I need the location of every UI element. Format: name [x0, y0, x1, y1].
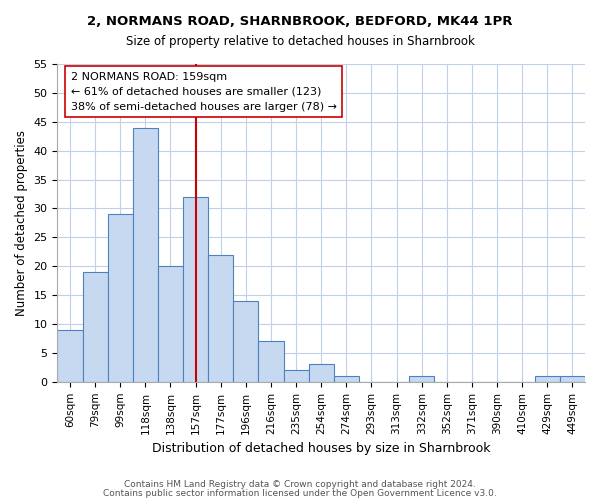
Text: Contains public sector information licensed under the Open Government Licence v3: Contains public sector information licen…: [103, 488, 497, 498]
Bar: [334, 376, 359, 382]
Text: Size of property relative to detached houses in Sharnbrook: Size of property relative to detached ho…: [125, 35, 475, 48]
Bar: [133, 128, 158, 382]
Text: 2, NORMANS ROAD, SHARNBROOK, BEDFORD, MK44 1PR: 2, NORMANS ROAD, SHARNBROOK, BEDFORD, MK…: [87, 15, 513, 28]
Bar: [560, 376, 585, 382]
Y-axis label: Number of detached properties: Number of detached properties: [15, 130, 28, 316]
Bar: [158, 266, 183, 382]
X-axis label: Distribution of detached houses by size in Sharnbrook: Distribution of detached houses by size …: [152, 442, 490, 455]
Text: 2 NORMANS ROAD: 159sqm
← 61% of detached houses are smaller (123)
38% of semi-de: 2 NORMANS ROAD: 159sqm ← 61% of detached…: [71, 72, 337, 112]
Bar: [233, 301, 259, 382]
Bar: [83, 272, 107, 382]
Bar: [183, 197, 208, 382]
Bar: [208, 254, 233, 382]
Bar: [535, 376, 560, 382]
Bar: [308, 364, 334, 382]
Bar: [284, 370, 308, 382]
Bar: [107, 214, 133, 382]
Bar: [409, 376, 434, 382]
Bar: [259, 342, 284, 382]
Text: Contains HM Land Registry data © Crown copyright and database right 2024.: Contains HM Land Registry data © Crown c…: [124, 480, 476, 489]
Bar: [58, 330, 83, 382]
